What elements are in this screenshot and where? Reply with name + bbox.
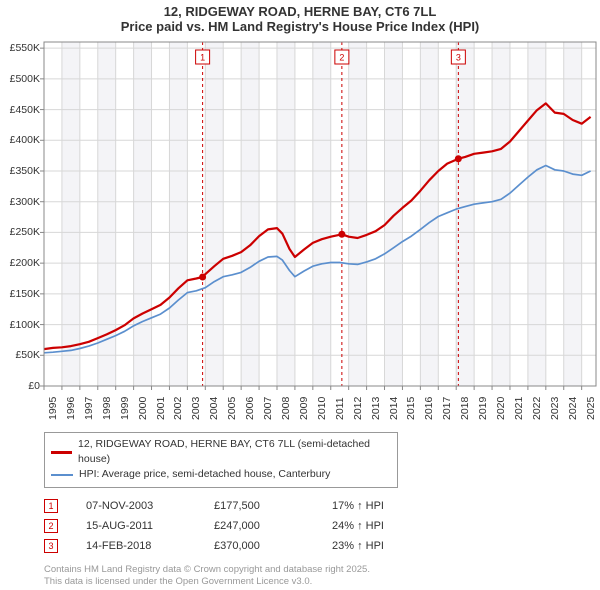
sale-point-3 bbox=[455, 155, 462, 162]
sale-marker-num-3: 3 bbox=[456, 53, 461, 63]
sale-price: £370,000 bbox=[214, 540, 304, 552]
x-tick-label: 2019 bbox=[477, 397, 489, 420]
sale-point-1 bbox=[199, 273, 206, 280]
x-tick-label: 2011 bbox=[334, 397, 346, 420]
sale-hpi: 24% ↑ HPI bbox=[332, 520, 412, 532]
x-tick-label: 2020 bbox=[495, 397, 507, 420]
sale-price: £177,500 bbox=[214, 500, 304, 512]
sale-date: 14-FEB-2018 bbox=[86, 540, 186, 552]
x-tick-label: 2008 bbox=[280, 397, 292, 420]
sale-hpi: 23% ↑ HPI bbox=[332, 540, 412, 552]
x-tick-label: 2009 bbox=[298, 397, 310, 420]
x-tick-label: 1996 bbox=[65, 397, 77, 420]
attribution: Contains HM Land Registry data © Crown c… bbox=[44, 564, 600, 590]
x-tick-label: 1999 bbox=[119, 397, 131, 420]
legend-row-0: 12, RIDGEWAY ROAD, HERNE BAY, CT6 7LL (s… bbox=[51, 437, 391, 467]
price-chart: 1 2 3 bbox=[0, 36, 600, 426]
sale-price: £247,000 bbox=[214, 520, 304, 532]
x-tick-label: 2024 bbox=[567, 397, 579, 420]
sale-marker-icon: 1 bbox=[44, 499, 58, 513]
y-tick-label: £150K bbox=[0, 288, 40, 300]
sale-point-2 bbox=[338, 231, 345, 238]
legend-swatch bbox=[51, 474, 73, 476]
x-tick-label: 2002 bbox=[172, 397, 184, 420]
x-tick-label: 2021 bbox=[513, 397, 525, 420]
x-tick-label: 2010 bbox=[316, 397, 328, 420]
x-tick-label: 2014 bbox=[388, 397, 400, 420]
x-tick-label: 2007 bbox=[262, 397, 274, 420]
sale-marker-num-1: 1 bbox=[200, 53, 205, 63]
sales-table: 1 07-NOV-2003 £177,500 17% ↑ HPI 2 15-AUG-201… bbox=[44, 496, 600, 556]
sale-date: 15-AUG-2011 bbox=[86, 520, 186, 532]
y-tick-label: £500K bbox=[0, 73, 40, 85]
x-tick-label: 1997 bbox=[83, 397, 95, 420]
sale-row-3: 3 14-FEB-2018 £370,000 23% ↑ HPI bbox=[44, 536, 600, 556]
legend: 12, RIDGEWAY ROAD, HERNE BAY, CT6 7LL (s… bbox=[44, 432, 398, 488]
x-tick-label: 2006 bbox=[244, 397, 256, 420]
x-tick-label: 2000 bbox=[137, 397, 149, 420]
sale-hpi: 17% ↑ HPI bbox=[332, 500, 412, 512]
x-tick-label: 2025 bbox=[585, 397, 597, 420]
x-tick-label: 1998 bbox=[101, 397, 113, 420]
legend-label: HPI: Average price, semi-detached house,… bbox=[79, 467, 330, 482]
x-tick-label: 2022 bbox=[531, 397, 543, 420]
title-line2: Price paid vs. HM Land Registry's House … bbox=[0, 19, 600, 34]
sale-row-2: 2 15-AUG-2011 £247,000 24% ↑ HPI bbox=[44, 516, 600, 536]
y-tick-label: £550K bbox=[0, 42, 40, 54]
x-tick-label: 2017 bbox=[441, 397, 453, 420]
x-tick-label: 2018 bbox=[459, 397, 471, 420]
y-tick-label: £100K bbox=[0, 319, 40, 331]
legend-swatch bbox=[51, 451, 72, 454]
y-tick-label: £50K bbox=[0, 349, 40, 361]
y-tick-label: £350K bbox=[0, 165, 40, 177]
chart-container: 1 2 3 £0 £50K £100K £150K £200K £250K £300K £350K… bbox=[0, 36, 600, 426]
x-tick-label: 2005 bbox=[226, 397, 238, 420]
y-tick-label: £400K bbox=[0, 134, 40, 146]
sale-date: 07-NOV-2003 bbox=[86, 500, 186, 512]
sale-marker-icon: 3 bbox=[44, 539, 58, 553]
x-tick-label: 2012 bbox=[352, 397, 364, 420]
attribution-line2: This data is licensed under the Open Gov… bbox=[44, 576, 600, 589]
x-tick-label: 2015 bbox=[405, 397, 417, 420]
sale-marker-icon: 2 bbox=[44, 519, 58, 533]
x-tick-label: 2001 bbox=[155, 397, 167, 420]
y-tick-label: £200K bbox=[0, 257, 40, 269]
legend-label: 12, RIDGEWAY ROAD, HERNE BAY, CT6 7LL (s… bbox=[78, 437, 391, 467]
x-tick-label: 2003 bbox=[190, 397, 202, 420]
x-tick-label: 2004 bbox=[208, 397, 220, 420]
legend-row-1: HPI: Average price, semi-detached house,… bbox=[51, 467, 391, 482]
y-tick-label: £250K bbox=[0, 226, 40, 238]
x-tick-label: 1995 bbox=[47, 397, 59, 420]
y-tick-label: £0 bbox=[0, 380, 40, 392]
y-tick-label: £300K bbox=[0, 196, 40, 208]
title-line1: 12, RIDGEWAY ROAD, HERNE BAY, CT6 7LL bbox=[0, 4, 600, 19]
x-tick-label: 2016 bbox=[423, 397, 435, 420]
x-tick-label: 2023 bbox=[549, 397, 561, 420]
attribution-line1: Contains HM Land Registry data © Crown c… bbox=[44, 564, 600, 577]
sale-marker-num-2: 2 bbox=[339, 53, 344, 63]
x-tick-label: 2013 bbox=[370, 397, 382, 420]
sale-row-1: 1 07-NOV-2003 £177,500 17% ↑ HPI bbox=[44, 496, 600, 516]
chart-title: 12, RIDGEWAY ROAD, HERNE BAY, CT6 7LL Pr… bbox=[0, 0, 600, 36]
y-tick-label: £450K bbox=[0, 104, 40, 116]
